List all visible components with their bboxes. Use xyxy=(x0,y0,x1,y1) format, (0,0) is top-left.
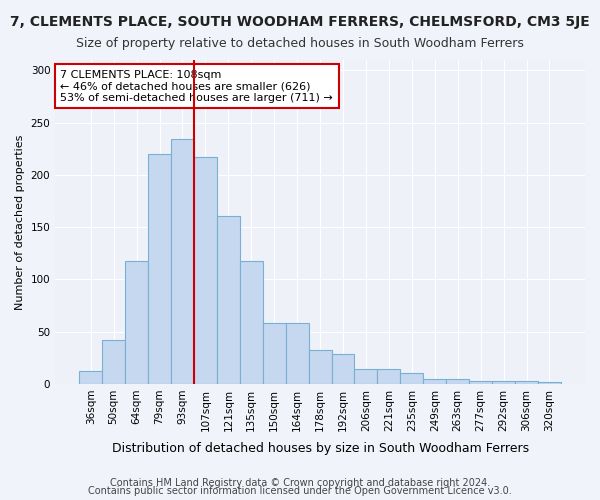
Y-axis label: Number of detached properties: Number of detached properties xyxy=(15,134,25,310)
Bar xyxy=(469,381,492,384)
Bar xyxy=(102,340,125,384)
Bar xyxy=(286,324,308,384)
Bar xyxy=(263,324,286,384)
Bar xyxy=(240,260,263,384)
Bar xyxy=(148,154,171,384)
Bar xyxy=(355,370,377,384)
Bar xyxy=(515,381,538,384)
Bar xyxy=(217,216,240,384)
Bar xyxy=(492,381,515,384)
Text: Size of property relative to detached houses in South Woodham Ferrers: Size of property relative to detached ho… xyxy=(76,38,524,51)
Bar xyxy=(79,372,102,384)
Text: 7 CLEMENTS PLACE: 108sqm
← 46% of detached houses are smaller (626)
53% of semi-: 7 CLEMENTS PLACE: 108sqm ← 46% of detach… xyxy=(61,70,333,103)
Text: Contains public sector information licensed under the Open Government Licence v3: Contains public sector information licen… xyxy=(88,486,512,496)
Bar xyxy=(171,140,194,384)
Bar xyxy=(377,370,400,384)
Text: Contains HM Land Registry data © Crown copyright and database right 2024.: Contains HM Land Registry data © Crown c… xyxy=(110,478,490,488)
Bar xyxy=(400,374,423,384)
Bar xyxy=(194,157,217,384)
Bar xyxy=(125,260,148,384)
X-axis label: Distribution of detached houses by size in South Woodham Ferrers: Distribution of detached houses by size … xyxy=(112,442,529,455)
Bar xyxy=(332,354,355,384)
Bar xyxy=(446,378,469,384)
Bar xyxy=(308,350,332,384)
Bar xyxy=(538,382,561,384)
Text: 7, CLEMENTS PLACE, SOUTH WOODHAM FERRERS, CHELMSFORD, CM3 5JE: 7, CLEMENTS PLACE, SOUTH WOODHAM FERRERS… xyxy=(10,15,590,29)
Bar xyxy=(423,378,446,384)
